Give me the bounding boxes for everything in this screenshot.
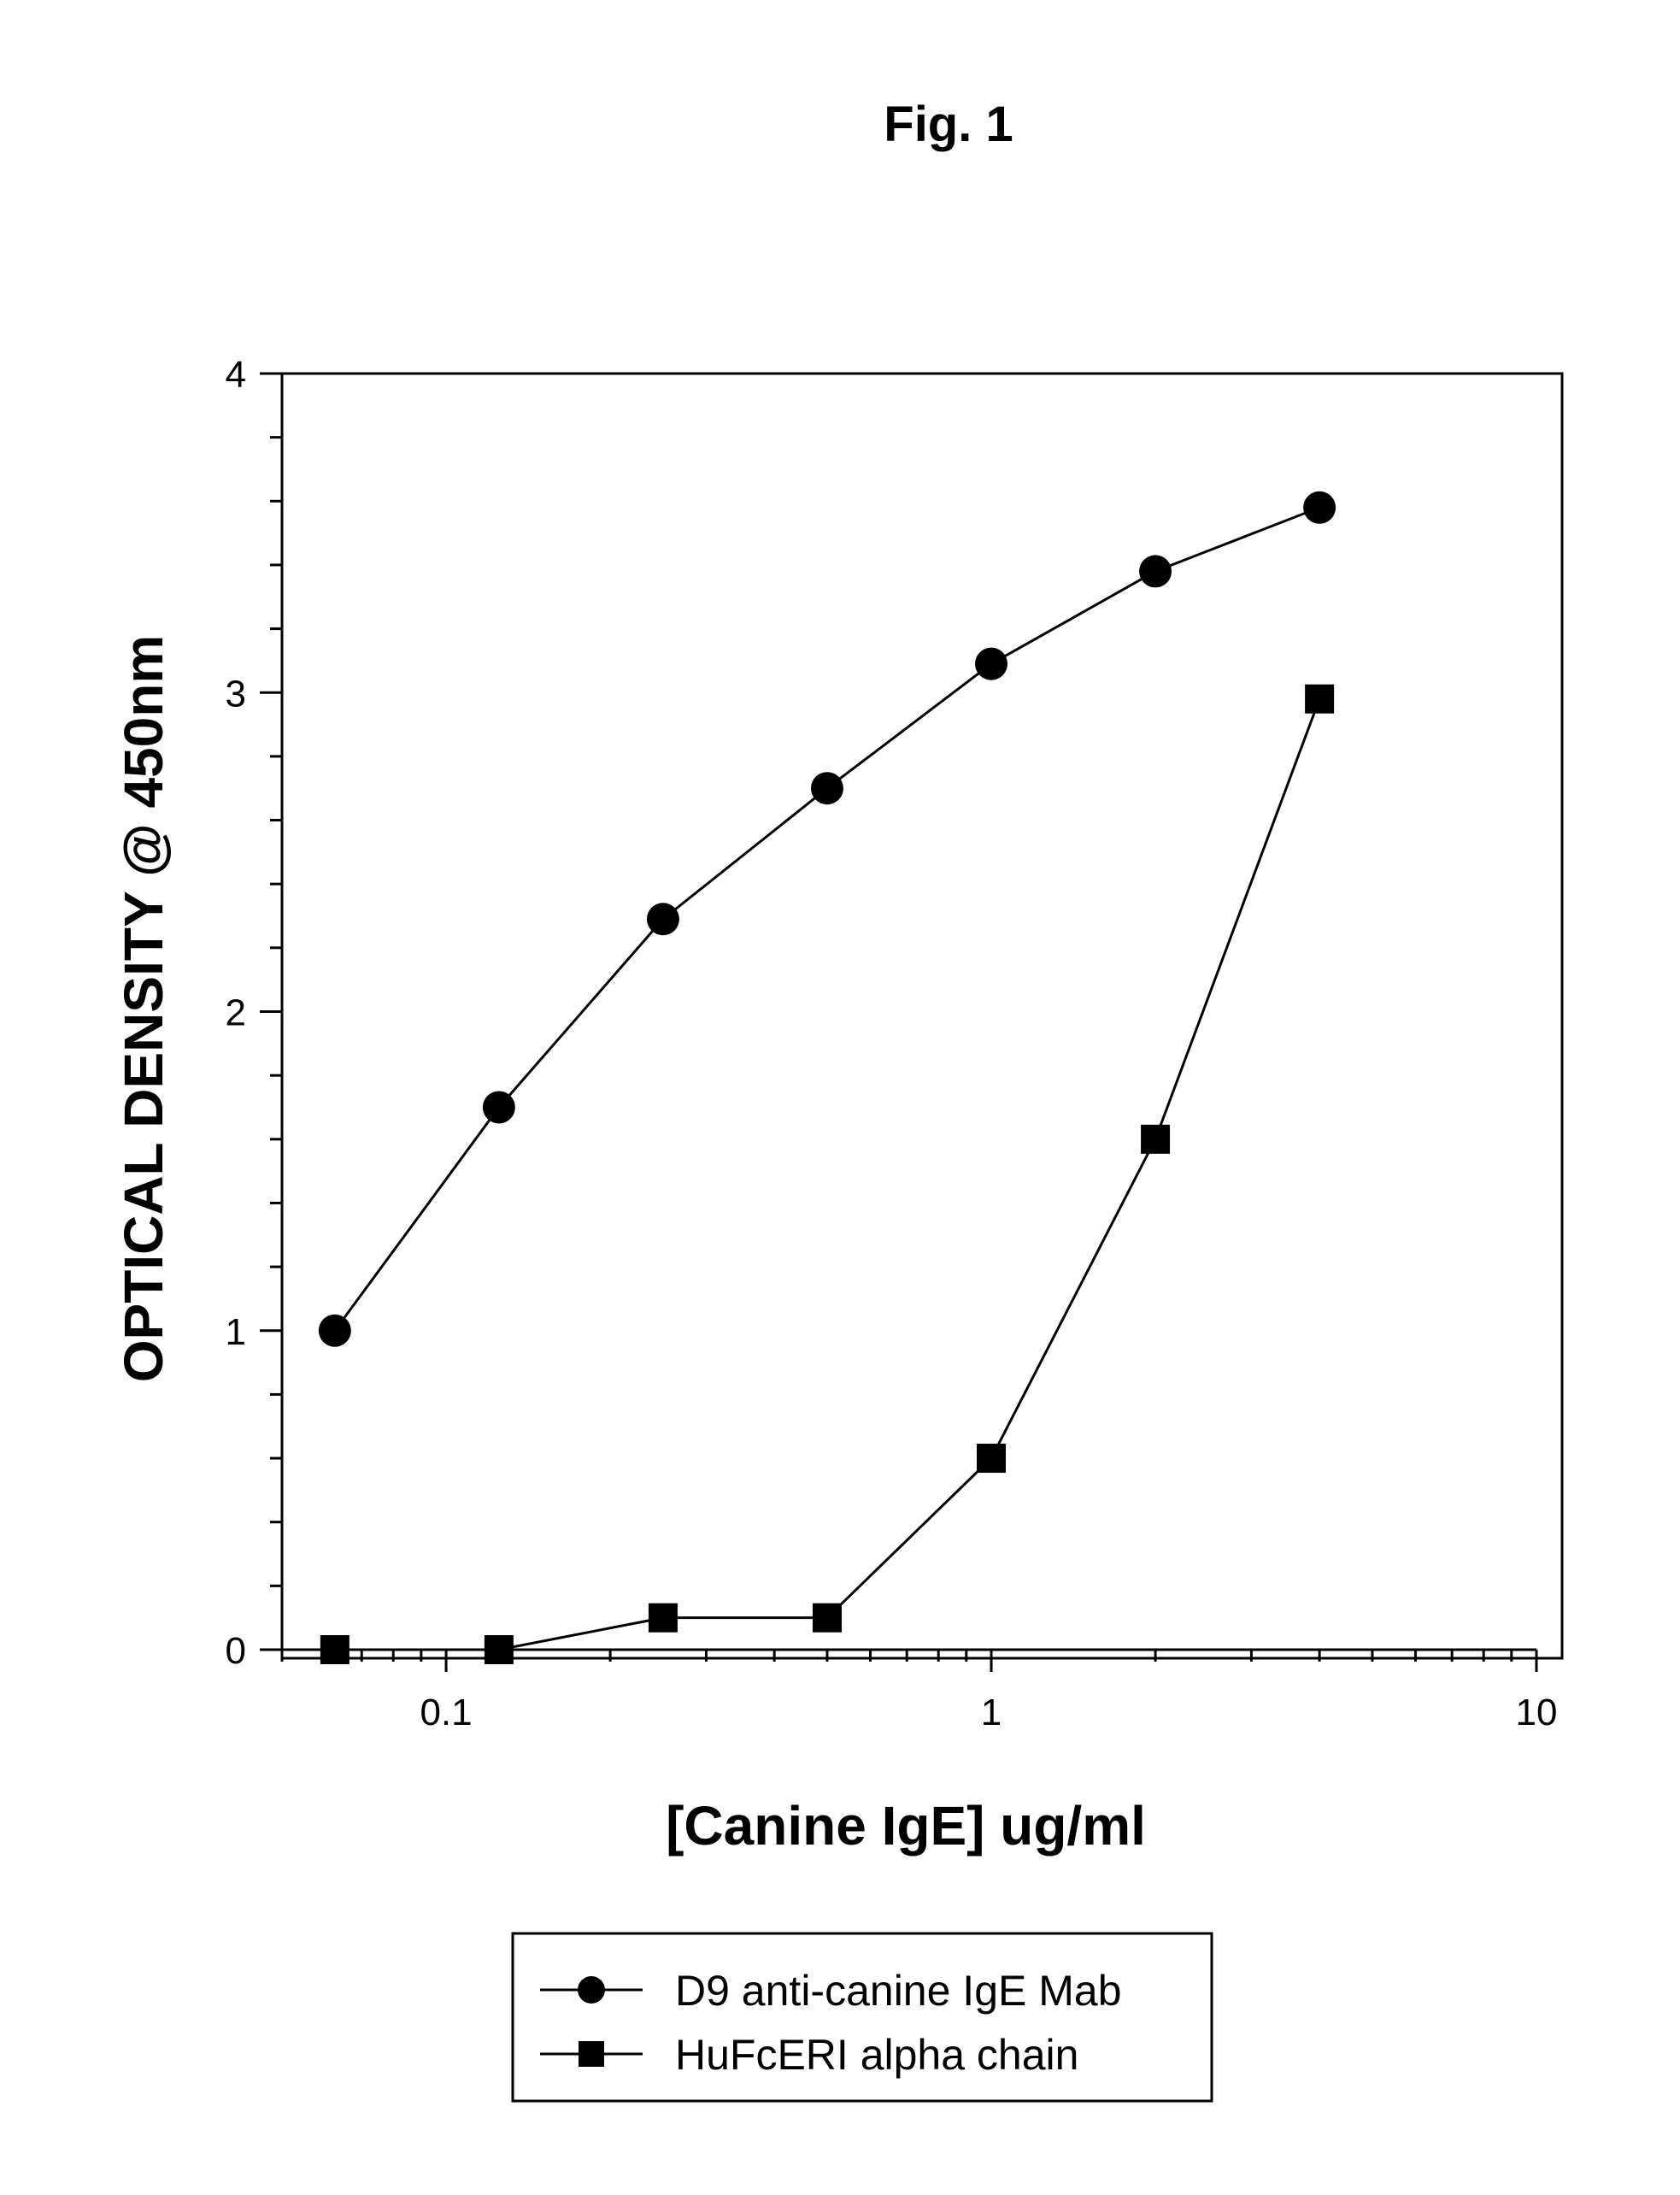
- x-axis-title: [Canine IgE] ug/ml: [666, 1795, 1146, 1857]
- series-hufceri: [320, 685, 1334, 1664]
- point-hufceri-3: [813, 1604, 842, 1633]
- series-d9: [319, 491, 1336, 1347]
- legend-label-d9: D9 anti-canine IgE Mab: [675, 1967, 1122, 2015]
- series-layer: [319, 491, 1336, 1664]
- point-hufceri-1: [485, 1635, 514, 1664]
- y-axis-ticks: [260, 374, 282, 1650]
- figure-title: Fig. 1: [884, 97, 1013, 152]
- y-axis-tick-labels: 0 1 2 3 4: [226, 354, 246, 1672]
- point-d9-1: [483, 1091, 515, 1123]
- point-d9-0: [319, 1315, 351, 1347]
- x-tick-label-10: 10: [1516, 1692, 1558, 1733]
- y-tick-label-3: 3: [226, 673, 246, 715]
- x-tick-label-1: 1: [981, 1692, 1002, 1733]
- y-tick-label-1: 1: [226, 1311, 246, 1353]
- point-hufceri-5: [1141, 1125, 1170, 1154]
- x-axis-ticks: [282, 1650, 1536, 1672]
- series-line-d9: [335, 508, 1319, 1331]
- y-tick-label-4: 4: [226, 354, 246, 396]
- point-d9-6: [1303, 491, 1336, 524]
- plot-frame: [282, 374, 1562, 1658]
- legend: D9 anti-canine IgE Mab HuFcERI alpha cha…: [513, 1933, 1212, 2101]
- point-hufceri-4: [977, 1444, 1006, 1473]
- legend-label-hufceri: HuFcERI alpha chain: [675, 2031, 1078, 2079]
- y-tick-label-0: 0: [226, 1630, 246, 1672]
- y-tick-label-2: 2: [226, 992, 246, 1034]
- series-line-hufceri: [335, 699, 1319, 1650]
- point-d9-5: [1139, 555, 1172, 587]
- legend-marker-square: [579, 2041, 604, 2067]
- point-hufceri-0: [320, 1635, 350, 1664]
- x-axis-tick-labels: 0.1 1 10: [420, 1692, 1557, 1733]
- point-d9-4: [975, 648, 1007, 680]
- point-hufceri-2: [649, 1604, 678, 1633]
- legend-marker-circle: [578, 1976, 605, 2004]
- y-axis-title: OPTICAL DENSITY @ 450nm: [113, 635, 174, 1382]
- x-tick-label-0.1: 0.1: [420, 1692, 472, 1733]
- point-hufceri-6: [1305, 685, 1334, 714]
- point-d9-2: [647, 903, 679, 935]
- point-d9-3: [811, 772, 843, 804]
